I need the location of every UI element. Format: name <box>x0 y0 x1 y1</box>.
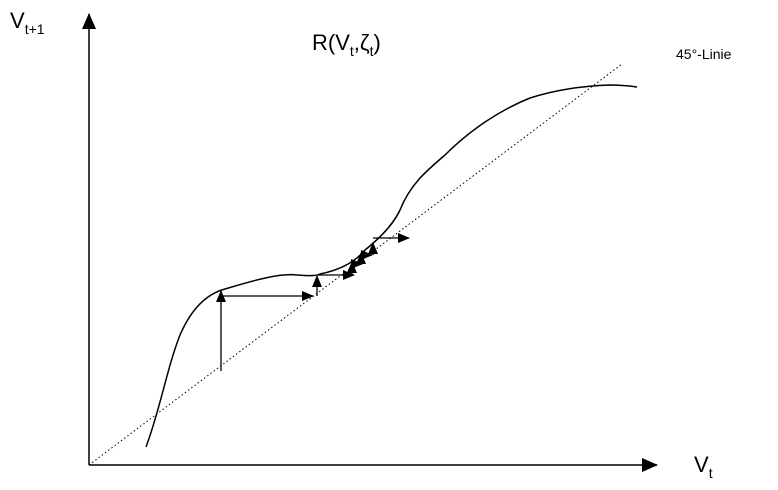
y-axis-label-main: V <box>10 8 25 33</box>
diagonal-label: 45°-Linie <box>676 46 732 62</box>
function-label-sub2: t <box>369 43 374 59</box>
function-label-suffix: ) <box>373 30 381 55</box>
x-axis-label-sub: t <box>708 465 713 481</box>
function-label-prefix: R(V <box>312 30 350 55</box>
function-label-sub1: t <box>349 43 354 59</box>
x-axis-label: Vt <box>694 452 713 481</box>
x-axis-label-main: V <box>694 452 709 477</box>
r-curve <box>145 84 638 448</box>
function-label-mid: ,ζ <box>353 30 370 55</box>
y-axis-label: Vt+1 <box>10 8 45 37</box>
function-label: R(Vt,ζt) <box>312 30 381 59</box>
y-axis-label-sub: t+1 <box>24 21 45 37</box>
